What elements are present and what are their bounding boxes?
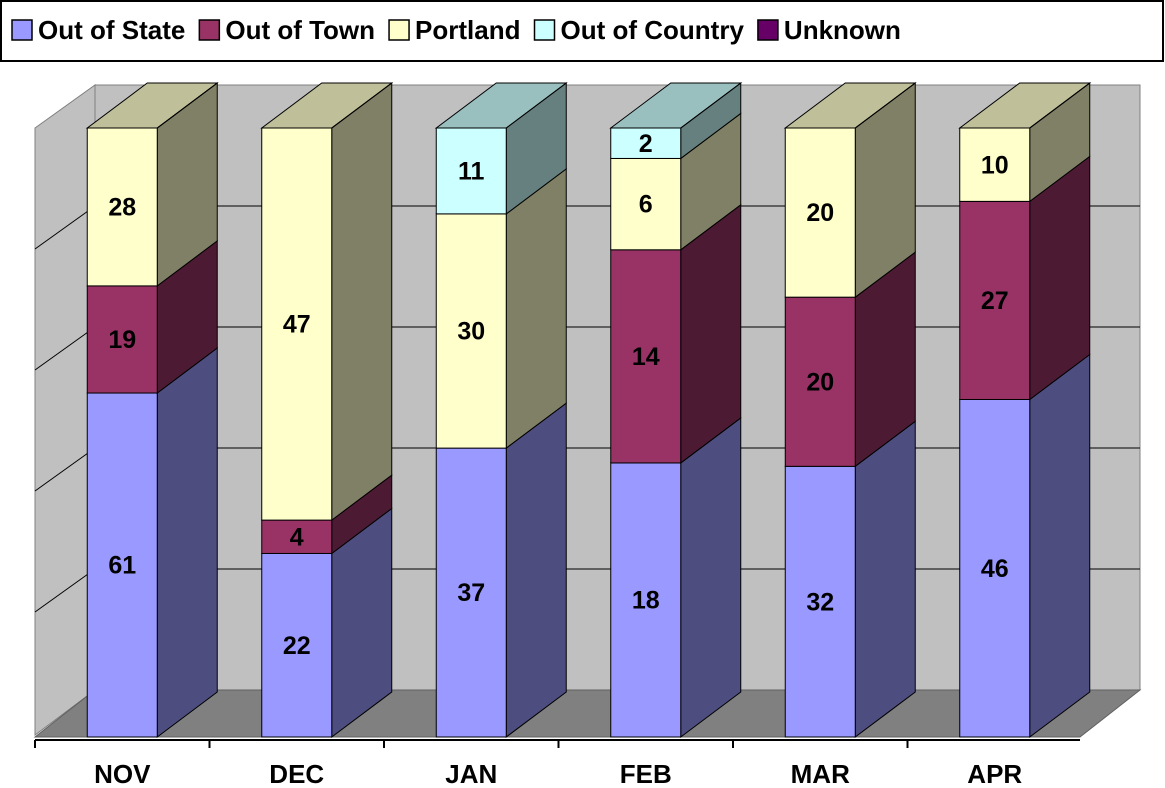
legend-label: Portland [415, 15, 520, 45]
bar [86, 392, 158, 738]
legend-swatch [388, 19, 410, 41]
bar [86, 127, 158, 287]
grid-line [34, 326, 96, 371]
bar [610, 157, 682, 251]
bar-side [331, 82, 393, 522]
data-label: 4 [290, 523, 304, 551]
bar-side [156, 347, 218, 738]
bar [435, 213, 507, 449]
data-label: 18 [632, 587, 660, 615]
bar-side [680, 82, 742, 129]
data-label: 22 [283, 632, 311, 660]
bar [86, 285, 158, 394]
bar-side [505, 402, 567, 738]
bar [959, 398, 1031, 738]
bar-side [854, 420, 916, 738]
x-tick-label: MAR [791, 759, 850, 788]
data-label: 28 [108, 194, 136, 222]
data-label: 61 [108, 552, 136, 580]
legend-swatch [198, 19, 221, 41]
bar-side [854, 82, 916, 129]
grid-line [34, 205, 96, 250]
x-tick-label: DEC [269, 759, 324, 788]
bar-side [505, 167, 567, 450]
bar [261, 552, 333, 738]
data-label: 19 [108, 326, 136, 354]
data-label: 46 [981, 555, 1009, 583]
legend-swatch [533, 19, 556, 41]
bar [959, 200, 1031, 400]
bar-side [1029, 353, 1091, 738]
bar [610, 462, 682, 738]
side-wall [34, 84, 96, 736]
bar-side [331, 82, 393, 129]
bar-side [1029, 82, 1091, 129]
data-label: 20 [806, 199, 834, 227]
data-label: 6 [639, 191, 653, 219]
legend-label: Out of Country [561, 15, 745, 45]
bar [610, 249, 682, 464]
legend-label: Out of Town [225, 15, 375, 45]
grid-line [34, 447, 96, 492]
data-label: 14 [632, 343, 660, 371]
x-tick-label: APR [967, 759, 1022, 788]
legend-swatch [757, 19, 779, 41]
x-tick-label: NOV [94, 759, 151, 788]
data-label: 11 [458, 158, 485, 186]
data-label: 2 [639, 130, 653, 158]
bar-side [680, 416, 742, 738]
bar [261, 127, 333, 521]
bar [784, 296, 856, 467]
bar [435, 127, 507, 215]
grid-line [34, 568, 96, 613]
x-tick-label: FEB [620, 759, 672, 788]
legend-label: Unknown [784, 15, 901, 45]
legend-swatch [11, 19, 33, 41]
data-label: 37 [457, 579, 485, 607]
bar-side [156, 82, 218, 129]
data-label: 27 [981, 287, 1009, 315]
data-label: 10 [981, 151, 1009, 179]
bar [610, 127, 682, 159]
legend-label: Out of State [38, 15, 185, 45]
data-label: 20 [806, 368, 834, 396]
x-tick-label: JAN [445, 759, 497, 788]
data-label: 47 [283, 311, 311, 339]
data-label: 30 [457, 318, 485, 346]
bar-side [505, 82, 567, 129]
bar [784, 465, 856, 738]
legend-box [0, 0, 1164, 62]
data-label: 32 [806, 588, 834, 616]
